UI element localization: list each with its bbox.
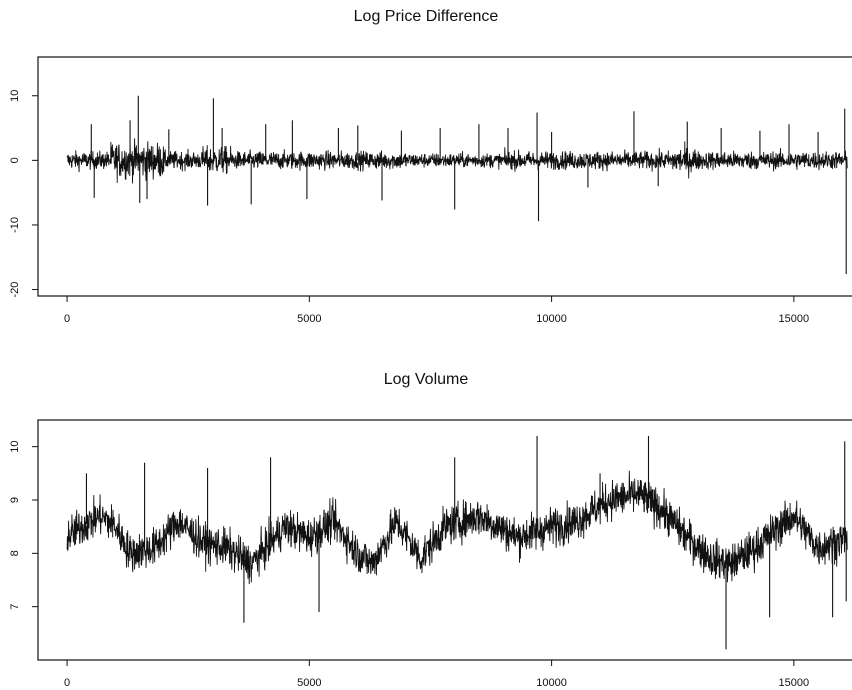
x-tick-label: 0: [64, 313, 70, 325]
x-tick-label: 5000: [297, 677, 321, 689]
x-tick-label: 10000: [536, 313, 567, 325]
y-tick-label: 8: [9, 550, 21, 556]
chart-title: Log Volume: [383, 371, 469, 388]
series-line: [66, 470, 848, 585]
y-tick-label: 0: [9, 157, 21, 163]
plot-frame: [37, 56, 852, 297]
series-line: [66, 138, 848, 184]
chart-panel-log-volume: Log Volume: [0, 345, 852, 690]
x-tick-label: 10000: [536, 677, 567, 689]
y-tick-label: 9: [9, 497, 21, 503]
y-tick-label: -10: [9, 217, 21, 233]
x-tick-label: 15000: [779, 313, 810, 325]
y-tick-label: 7: [9, 604, 21, 610]
y-tick-label: 10: [9, 90, 21, 102]
x-tick-label: 15000: [779, 677, 810, 689]
chart-title: Log Price Difference: [353, 8, 499, 25]
x-tick-label: 0: [64, 677, 70, 689]
chart-panel-log-price-difference: Log Price Difference: [353, 8, 499, 25]
y-tick-label: -20: [9, 282, 21, 298]
x-tick-label: 5000: [297, 313, 321, 325]
plot-frame: [37, 419, 852, 661]
y-tick-label: 10: [9, 441, 21, 453]
